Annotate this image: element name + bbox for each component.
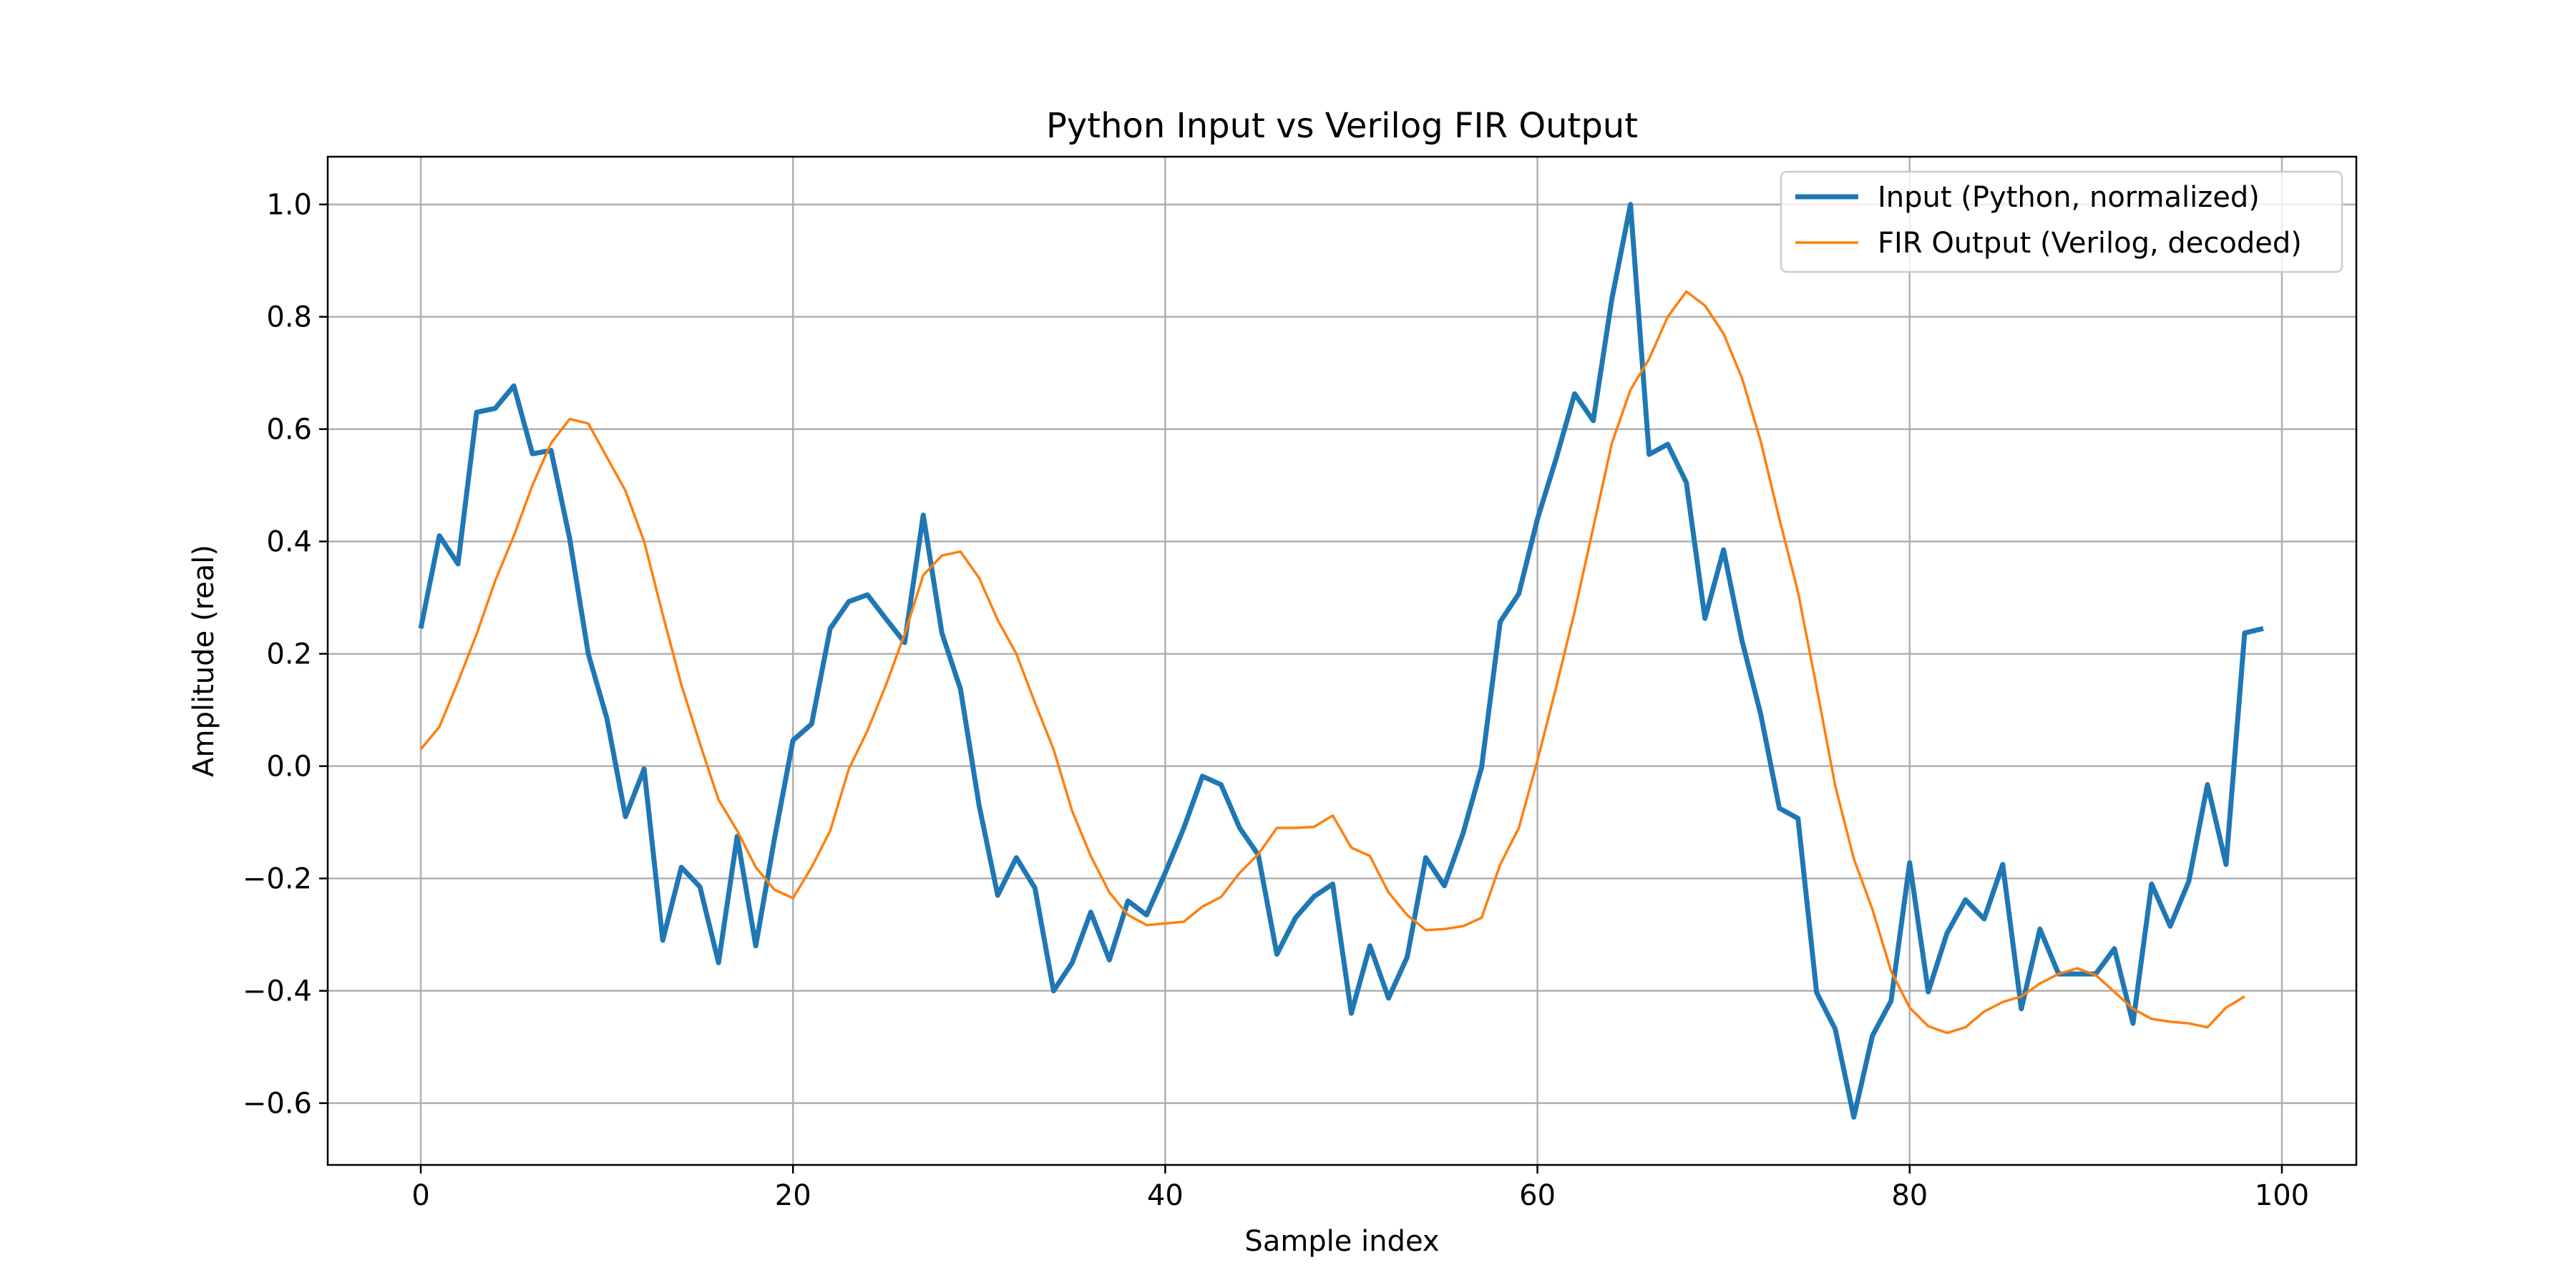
legend-box [1780,170,2343,273]
legend-label-fir-output: FIR Output (Verilog, decoded) [1878,227,2302,260]
x-tick-label: 60 [1519,1179,1556,1212]
x-tick-label: 20 [775,1179,811,1212]
x-tick-label: 80 [1891,1179,1928,1212]
legend-label-input: Input (Python, normalized) [1878,181,2260,214]
y-tick-label: 0.4 [266,526,312,559]
y-tick-label: −0.6 [243,1088,312,1121]
legend: Input (Python, normalized) FIR Output (V… [1780,170,2343,273]
y-tick-label: −0.4 [243,975,312,1008]
y-tick-label: 0.0 [266,751,312,784]
y-tick-label: 0.6 [266,414,312,447]
y-tick-label: 0.2 [266,638,312,671]
x-tick-label: 0 [411,1179,429,1212]
grid [328,157,2356,1165]
x-tick-label: 40 [1147,1179,1184,1212]
plot-area-frame [326,155,2358,1166]
x-tick-label: 100 [2255,1179,2309,1212]
chart-title: Python Input vs Verilog FIR Output [1046,106,1638,146]
y-tick-label: −0.2 [243,863,312,896]
y-tick-label: 1.0 [266,189,312,222]
series-line-fir-output [419,290,2245,1035]
x-axis-label: Sample index [1244,1225,1439,1258]
ticks: 0 20 40 60 80 100 −0.6 −0.4 −0.2 0.0 0.2 0.4 0.6 0.8 1… [243,189,2309,1212]
series-line-input [418,202,2264,1120]
y-tick-label: 0.8 [266,301,312,334]
plot-series [418,202,2264,1120]
y-axis-label: Amplitude (real) [187,545,220,777]
